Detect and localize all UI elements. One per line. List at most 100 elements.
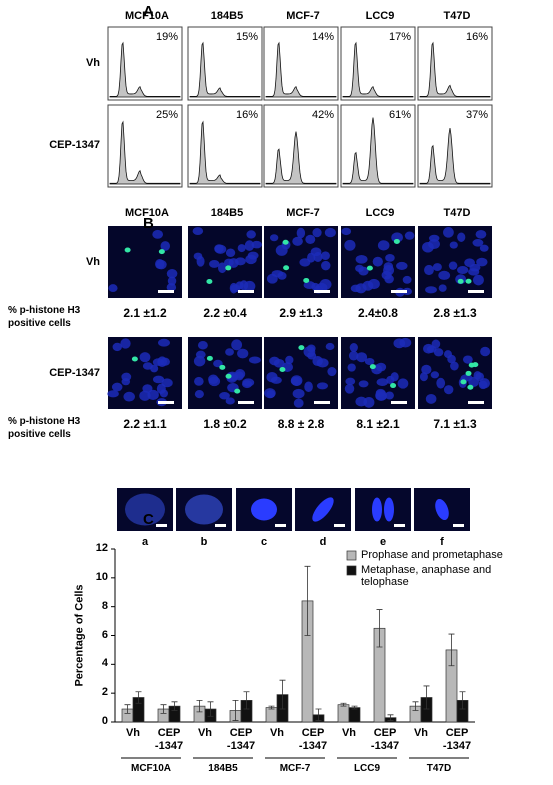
nucleus: [237, 348, 249, 359]
row-label: CEP-1347: [49, 139, 100, 151]
stained-nucleus: [124, 247, 131, 253]
error-bar: [196, 699, 203, 713]
error-bar: [135, 691, 142, 704]
x-tick-label: Vh: [269, 727, 285, 739]
nucleus: [316, 358, 329, 368]
measure-label: % p-histone H3 positive cells: [8, 305, 81, 329]
panel-label: B: [143, 215, 154, 232]
nucleus: [155, 259, 167, 270]
histogram: [342, 117, 414, 185]
column-header: LCC9: [365, 10, 395, 22]
nucleus: [161, 378, 173, 388]
scale-bar: [453, 524, 464, 527]
histogram: [342, 41, 414, 98]
nucleus: [345, 377, 356, 386]
nucleus: [196, 256, 205, 267]
nucleus: [269, 234, 279, 242]
nucleus-group: [185, 494, 223, 525]
scale-bar: [215, 524, 226, 527]
measure-value: 2.8 ±1.3: [433, 306, 477, 320]
nucleus: [348, 350, 359, 361]
nucleus: [159, 389, 169, 398]
nucleus: [270, 376, 282, 384]
nucleus: [273, 358, 285, 368]
nucleus: [464, 258, 476, 267]
row-label: Vh: [85, 56, 100, 69]
nucleus: [123, 391, 135, 402]
error-bar: [423, 685, 430, 710]
scale-bar: [158, 290, 174, 293]
x-tick-label: Vh: [125, 727, 141, 739]
nucleus: [166, 283, 177, 292]
group-label: T47D: [426, 763, 452, 774]
stained-nucleus: [206, 355, 213, 361]
nucleus: [381, 270, 392, 280]
nucleus: [421, 364, 432, 375]
error-bar: [448, 633, 455, 667]
measure-value: 8.8 ± 2.8: [277, 417, 325, 431]
nucleus: [419, 372, 428, 382]
scale-bar: [238, 290, 254, 293]
nucleus: [372, 256, 383, 267]
x-tick-label: Vh: [197, 727, 213, 739]
nucleus: [324, 227, 336, 238]
nucleus: [152, 375, 165, 384]
error-bar: [268, 705, 275, 710]
scale-bar: [334, 524, 345, 527]
nucleus: [120, 338, 131, 349]
error-bar: [232, 699, 239, 721]
scale-bar: [238, 401, 254, 404]
nucleus: [247, 251, 259, 260]
scale-bar: [275, 524, 286, 527]
column-header: MCF10A: [124, 207, 169, 219]
percentage: 19%: [155, 31, 178, 43]
histogram: [189, 120, 261, 185]
nucleus: [160, 241, 171, 251]
nucleus: [462, 355, 473, 364]
column-header: MCF10A: [124, 10, 169, 22]
error-bar: [279, 679, 286, 710]
x-tick-label: CEP -1347: [298, 727, 328, 752]
x-tick-label: CEP -1347: [226, 727, 256, 752]
image-label: e: [379, 536, 387, 548]
legend-label: Metaphase, anaphase and telophase: [361, 564, 492, 588]
nucleus: [225, 248, 236, 258]
nucleus: [432, 263, 442, 271]
nucleus: [399, 337, 412, 348]
stained-nucleus: [225, 373, 232, 379]
nucleus: [428, 234, 440, 242]
nucleus: [150, 364, 159, 373]
stained-nucleus: [303, 277, 310, 283]
nucleus: [424, 264, 434, 276]
histogram: [109, 120, 181, 185]
nucleus: [423, 343, 434, 354]
measure-value: 8.1 ±2.1: [356, 417, 400, 431]
nucleus: [376, 378, 389, 387]
nucleus: [305, 234, 316, 245]
nucleus: [347, 363, 356, 372]
x-tick-label: Vh: [341, 727, 357, 739]
nucleus: [450, 361, 459, 371]
y-axis-title: Percentage of Cells: [73, 583, 86, 687]
percentage: 17%: [388, 31, 411, 43]
nucleus: [139, 390, 151, 401]
nucleus: [396, 261, 408, 270]
nucleus: [152, 358, 165, 366]
scale-bar: [468, 290, 484, 293]
nucleus: [358, 266, 369, 276]
nucleus: [433, 348, 444, 357]
nucleus: [448, 261, 458, 270]
nucleus: [430, 371, 440, 379]
y-tick-label: 4: [101, 657, 108, 670]
nucleus: [475, 229, 487, 239]
nucleus: [244, 240, 255, 251]
measure-value: 2.2 ±0.4: [203, 306, 247, 320]
measure-value: 7.1 ±1.3: [433, 417, 477, 431]
nucleus: [248, 356, 261, 364]
error-bar: [340, 702, 347, 707]
nucleus: [425, 393, 437, 404]
nucleus-group: [372, 497, 382, 522]
nucleus-group: [125, 493, 165, 526]
nucleus: [293, 398, 304, 408]
error-bar: [304, 565, 311, 636]
